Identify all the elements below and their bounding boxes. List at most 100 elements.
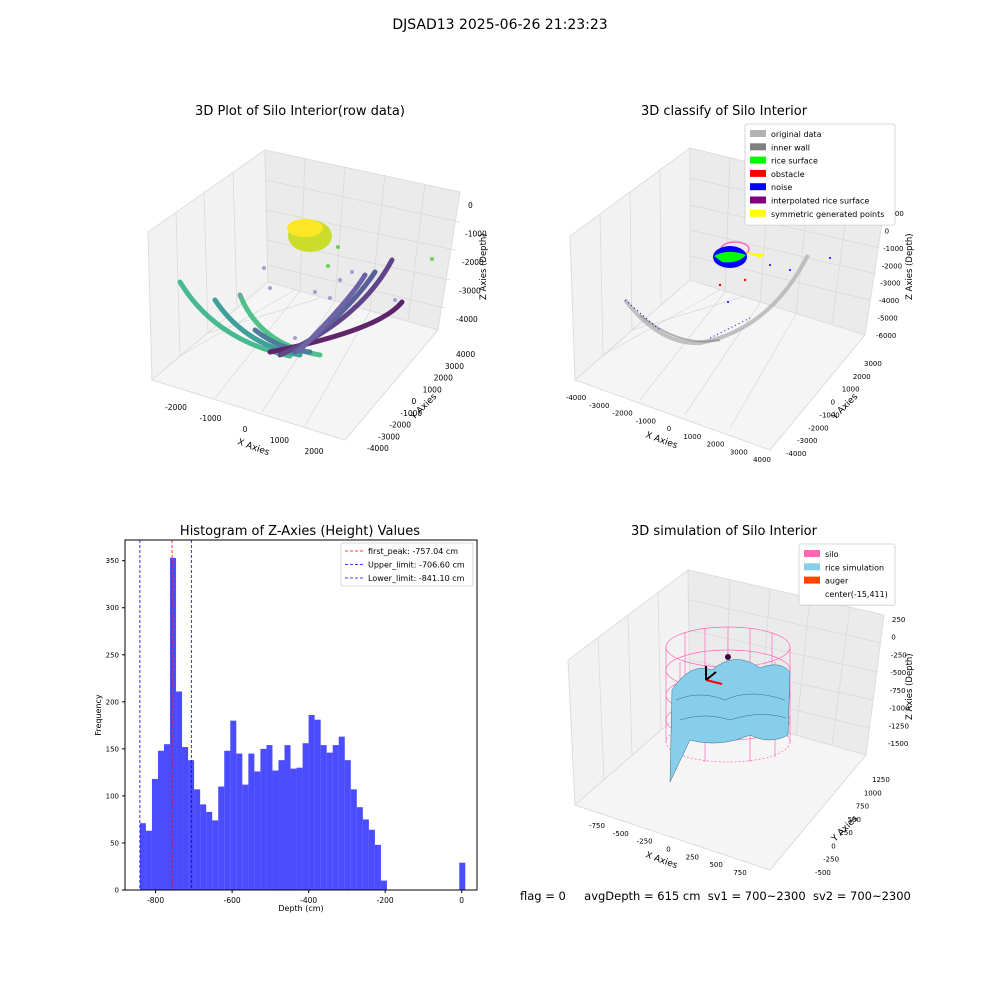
histogram-bar — [230, 720, 237, 890]
classify-z-tick: -5000 — [877, 315, 897, 323]
classify-z-tick: 0 — [885, 227, 889, 235]
histogram-legend-entry: Upper_limit: -706.60 cm — [368, 561, 465, 570]
histogram-legend-entry: Lower_limit: -841.10 cm — [368, 574, 465, 583]
simulation-x-tick: -750 — [589, 822, 605, 830]
classify-legend-entry: obstacle — [771, 170, 805, 179]
classify-x-label: X Axies — [644, 430, 679, 451]
classify-legend-swatch — [750, 169, 766, 177]
simulation-3d-plot: -750 -500 -250 0 250 500 750 -500 -250 0 250 500 75… — [567, 543, 915, 877]
simulation-z-tick: 250 — [892, 616, 905, 624]
simulation-y-tick: 500 — [848, 816, 861, 824]
classify-legend-entry: interpolated rice surface — [771, 197, 869, 206]
simulation-legend-entry: rice simulation — [825, 563, 884, 572]
classify-symmetric-points — [745, 252, 765, 258]
classify-rice-surface — [714, 251, 746, 263]
histogram-bar — [320, 745, 327, 890]
histogram-bar — [338, 736, 345, 890]
histogram-bar — [260, 748, 267, 890]
histogram-chart: -800 -600 -400 -200 0 050100150200250300350 … — [94, 539, 478, 913]
classify-x-tick: 1000 — [683, 433, 701, 441]
classify-x-ticks: -4000-3000-2000 -1000 0 1000 2000 3000 4000 — [566, 394, 771, 464]
classify-z-tick: -3000 — [880, 280, 900, 288]
simulation-y-tick: 250 — [839, 829, 852, 837]
raw-y-tick: 0 — [412, 397, 417, 406]
classify-y-tick: -2000 — [808, 424, 828, 432]
simulation-center-marker — [725, 654, 731, 660]
simulation-y-tick: 1250 — [872, 776, 890, 784]
raw-x-tick: -2000 — [165, 403, 187, 412]
raw-y-tick: 2000 — [434, 374, 453, 383]
classify-legend-swatch — [750, 196, 766, 204]
figure-title: DJSAD13 2025-06-26 21:23:23 — [392, 17, 608, 33]
histogram-title: Histogram of Z-Axies (Height) Values — [179, 524, 421, 539]
classify-y-tick: -4000 — [786, 450, 806, 458]
histogram-bar — [332, 745, 339, 890]
raw-point — [430, 257, 434, 261]
raw-y-tick: -4000 — [367, 444, 389, 453]
histogram-bar — [212, 820, 219, 890]
simulation-z-ticks: 250 0 -250 -500 -750 -1000 -1250 -1500 — [888, 616, 909, 748]
histogram-bar — [170, 557, 177, 890]
raw-y-tick: -2000 — [389, 421, 411, 430]
histogram-x-tick: -200 — [377, 896, 394, 905]
raw-point — [336, 245, 340, 249]
histogram-bar — [362, 819, 369, 890]
classify-noise-point — [789, 269, 791, 271]
raw-x-tick: 0 — [243, 425, 248, 434]
histogram-bar — [254, 771, 261, 890]
histogram-y-tick: 150 — [106, 745, 119, 753]
simulation-legend-entry: silo — [825, 550, 839, 559]
raw-z-tick: -3000 — [459, 287, 481, 296]
histogram-bar — [200, 804, 207, 890]
classify-legend-swatch — [750, 183, 766, 191]
histogram-bar — [296, 767, 303, 890]
raw-point — [268, 286, 272, 290]
simulation-legend-entry: center(-15,411) — [825, 590, 888, 599]
simulation-z-tick: -500 — [890, 669, 906, 677]
footer-sv1: sv1 = 700~2300 — [707, 889, 806, 903]
raw-x-ticks: -2000 -1000 0 1000 2000 — [165, 403, 324, 456]
simulation-z-tick: -750 — [890, 687, 906, 695]
histogram-bar — [284, 745, 291, 890]
histogram-legend-box — [340, 542, 474, 587]
histogram-x-ticks: -800 -600 -400 -200 0 — [147, 890, 464, 905]
simulation-x-tick: -250 — [637, 838, 653, 846]
simulation-z-tick: -1500 — [888, 740, 908, 748]
simulation-y-tick: -500 — [815, 869, 831, 877]
histogram-frame — [124, 539, 478, 891]
classify-x-tick: 0 — [667, 425, 671, 433]
classify-x-tick: -4000 — [566, 394, 586, 402]
histogram-y-tick: 0 — [115, 887, 119, 895]
classify-y-tick: 2000 — [853, 373, 871, 381]
raw-z-label: Z Axies (Depth) — [479, 233, 489, 300]
simulation-z-tick: -1250 — [889, 722, 909, 730]
classify-x-tick: 2000 — [707, 441, 725, 449]
footer-sv2: sv2 = 700~2300 — [812, 889, 911, 903]
histogram-bar — [266, 745, 273, 890]
histogram-legend-entry: first_peak: -757.04 cm — [368, 547, 458, 556]
simulation-legend-box — [798, 543, 896, 606]
raw-x-tick: -1000 — [200, 414, 222, 423]
raw-plot-title: 3D Plot of Silo Interior(row data) — [195, 104, 405, 119]
simulation-x-tick: -500 — [613, 830, 629, 838]
footer-avg-depth: avgDepth = 615 cm — [584, 889, 701, 903]
raw-point — [238, 294, 242, 298]
classify-y-tick: -3000 — [797, 437, 817, 445]
raw-z-tick: -4000 — [456, 315, 478, 324]
simulation-floor — [574, 704, 867, 871]
classify-noise-point — [769, 264, 771, 266]
simulation-z-label: Z Axies (Depth) — [905, 653, 915, 720]
raw-point — [350, 270, 354, 274]
classify-x-tick: -3000 — [589, 402, 609, 410]
histogram-bar — [326, 752, 333, 890]
classify-x-tick: -1000 — [636, 417, 656, 425]
raw-x-label: X Axies — [236, 437, 271, 458]
simulation-legend: silo rice simulation auger center(-15,411) — [798, 543, 896, 606]
histogram-bar — [350, 789, 357, 890]
histogram-bar — [139, 823, 146, 890]
simulation-legend-entry: auger — [825, 577, 849, 586]
simulation-z-tick: -1000 — [889, 705, 909, 713]
simulation-auger — [705, 666, 723, 685]
histogram-bar — [163, 744, 171, 890]
